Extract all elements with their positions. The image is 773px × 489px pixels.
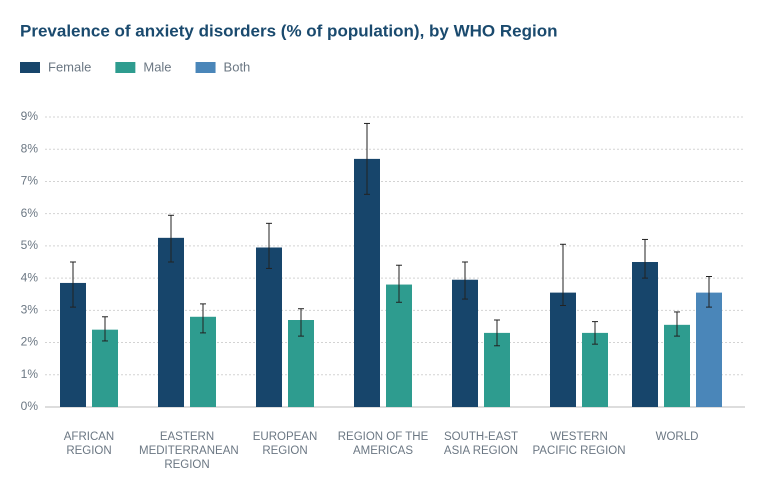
bar [386, 284, 412, 407]
y-tick-label: 2% [21, 335, 39, 349]
y-tick-label: 8% [21, 141, 39, 155]
x-tick-label: SOUTH-EAST ASIA REGION [443, 431, 519, 457]
y-tick-label: 0% [21, 399, 39, 413]
bar [92, 329, 118, 407]
x-tick-label: AFRICAN REGION [63, 431, 115, 457]
y-tick-label: 1% [21, 367, 39, 381]
bar [696, 292, 722, 407]
y-tick-label: 3% [21, 303, 39, 317]
bar [452, 279, 478, 407]
bar [550, 292, 576, 407]
y-tick-label: 9% [21, 109, 39, 123]
y-tick-label: 7% [21, 174, 39, 188]
y-tick-label: 6% [21, 206, 39, 220]
bar [632, 262, 658, 407]
x-tick-label: EASTERN MEDITERRANEAN REGION [139, 431, 239, 471]
legend-label: Both [224, 59, 251, 74]
y-tick-label: 4% [21, 270, 39, 284]
bar [354, 158, 380, 407]
y-tick-label: 5% [21, 238, 39, 252]
x-tick-label: WESTERN PACIFIC REGION [532, 431, 626, 457]
bar [582, 332, 608, 407]
bar [158, 237, 184, 407]
bar [664, 324, 690, 407]
x-tick-label: EUROPEAN REGION [252, 431, 318, 457]
legend-swatch [20, 62, 40, 73]
legend-label: Female [48, 59, 91, 74]
bar [256, 247, 282, 407]
legend-swatch [195, 62, 216, 73]
chart-title: Prevalence of anxiety disorders (% of po… [20, 21, 557, 40]
legend-swatch [115, 62, 136, 73]
x-tick-label: REGION OF THE AMERICAS [337, 431, 429, 457]
legend-label: Male [143, 59, 171, 74]
x-tick-label: WORLD [655, 431, 699, 443]
